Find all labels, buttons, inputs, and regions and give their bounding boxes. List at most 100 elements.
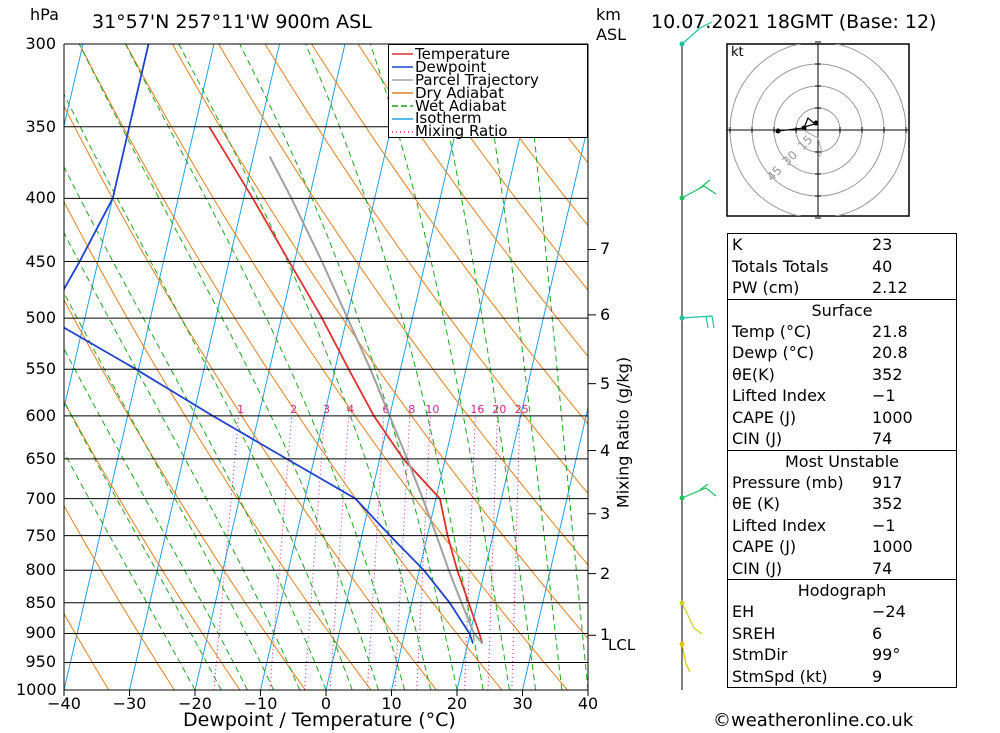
index-label: StmSpd (kt): [732, 666, 828, 686]
index-row: StmDir 99°: [728, 644, 956, 666]
index-value: 40: [872, 256, 893, 276]
wind-barb: [681, 602, 703, 635]
index-label: K: [732, 235, 743, 254]
wind-barb: [681, 179, 717, 199]
wet-adiabat-line: [369, 44, 510, 690]
legend-label: Parcel Trajectory: [415, 70, 539, 89]
mixing-ratio-line: [463, 415, 476, 690]
dry-adiabat-line: [357, 44, 588, 358]
index-value: 2.12: [872, 278, 908, 297]
hodograph-storm-trace: [802, 129, 823, 159]
legend-label: Dry Adiabat: [415, 83, 504, 102]
index-row: Lifted Index −1: [728, 515, 956, 537]
mixing-ratio-label: 4: [347, 403, 354, 416]
index-label: PW (cm): [732, 278, 800, 297]
km-tick-label: 4: [600, 440, 611, 460]
index-row: Dewp (°C) 20.8: [728, 342, 956, 364]
legend-swatch: [392, 130, 413, 133]
index-value: 1000: [872, 407, 913, 427]
hodograph-title: Hodograph: [797, 581, 887, 600]
index-label: CIN (J): [732, 558, 783, 578]
isotherm-line: [587, 687, 588, 690]
indices-panel: K 23 Totals Totals 40 PW (cm) 2.12 Surface Te…: [727, 233, 957, 688]
datetime-title: 10.07.2021 18GMT (Base: 12): [651, 11, 937, 33]
legend-label: Isotherm: [415, 109, 482, 128]
index-value: 352: [872, 494, 903, 513]
dry-adiabat-line: [450, 44, 588, 227]
x-axis-label: Dewpoint / Temperature (°C): [183, 709, 456, 731]
mixing-ratio-label: 1: [237, 403, 244, 416]
wet-adiabat-line: [78, 44, 379, 690]
most-unstable-title: Most Unstable: [785, 451, 899, 471]
temperature-tick-label: −20: [178, 694, 212, 713]
dry-adiabat-line: [64, 612, 110, 690]
index-label: CIN (J): [732, 429, 783, 448]
pressure-tick-label: 850: [25, 592, 56, 612]
series-temperature: [208, 126, 484, 644]
mixing-ratio-label: 8: [408, 403, 415, 416]
index-value: 6: [872, 623, 883, 643]
temperature-tick-label: 40: [577, 694, 599, 713]
km-tick-label: 6: [600, 304, 611, 324]
legend: Temperature Dewpoint Parcel Trajectory Dry …: [388, 44, 588, 139]
most-unstable-section: Most Unstable Pressure (mb) 917 θE (K) 352 L…: [728, 449, 956, 580]
indices-top-section: K 23 Totals Totals 40 PW (cm) 2.12: [728, 234, 956, 299]
dry-adiabat-line: [78, 44, 503, 690]
pressure-tick-label: 700: [25, 488, 56, 508]
index-label: θE(K): [732, 364, 775, 384]
km-tick-label: 7: [600, 239, 611, 259]
pressure-tick-label: 1000: [16, 680, 57, 699]
mixing-ratio-label: 3: [323, 403, 330, 416]
surface-title: Surface: [811, 300, 873, 320]
wet-adiabat-line: [524, 44, 588, 690]
wet-adiabat-line: [64, 231, 301, 690]
km-tick-label: 2: [600, 563, 611, 583]
index-value: 74: [872, 429, 893, 448]
pressure-tick-label: 400: [25, 188, 56, 208]
mixing-ratio-label: 10: [425, 403, 439, 416]
hodograph-point: [801, 125, 807, 131]
mixing-ratio-label: 25: [515, 403, 529, 416]
index-row: θE (K) 352: [728, 493, 956, 515]
index-row: Pressure (mb) 917: [728, 472, 956, 494]
index-value: 352: [872, 364, 903, 384]
pressure-tick-label: 500: [25, 308, 56, 328]
temperature-tick-label: 0: [320, 694, 332, 713]
isotherm-line: [260, 44, 411, 690]
location-title: 31°57'N 257°11'W 900m ASL: [92, 11, 372, 33]
temperature-tick-label: 10: [381, 694, 402, 713]
index-value: −24: [872, 602, 906, 621]
index-label: Temp (°C): [732, 321, 812, 341]
index-label: Dewp (°C): [732, 343, 815, 362]
isotherm-line: [129, 44, 280, 690]
legend-item: Parcel Trajectory: [389, 70, 587, 89]
legend-item: Isotherm: [389, 109, 587, 128]
dry-adiabat-line: [311, 44, 588, 425]
lcl-label: LCL: [608, 636, 636, 654]
wind-barb: [681, 21, 713, 45]
mixing-ratio-label: 20: [492, 403, 506, 416]
km-tick-label: 1: [600, 625, 611, 645]
pressure-tick-label: 900: [25, 623, 56, 643]
index-value: 917: [872, 472, 903, 492]
copyright: ©weatheronline.co.uk: [713, 710, 914, 731]
mixing-ratio-label: 16: [470, 403, 484, 416]
index-row: K 23: [728, 234, 956, 256]
index-row: θE(K) 352: [728, 364, 956, 386]
mixing-ratio-label: 2: [290, 403, 297, 416]
hodograph-section: Hodograph EH −24 SREH 6 StmDir 99° StmSpd (kt)…: [728, 579, 956, 687]
mixing-ratio-line: [366, 415, 385, 690]
pressure-tick-label: 950: [25, 652, 56, 672]
index-label: θE (K): [732, 494, 780, 513]
legend-swatch: [392, 105, 413, 107]
index-value: −1: [872, 515, 896, 535]
legend-label: Dewpoint: [415, 57, 487, 76]
legend-item: Wet Adiabat: [389, 98, 587, 113]
temperature-tick-label: 20: [446, 694, 468, 713]
index-row: PW (cm) 2.12: [728, 277, 956, 299]
temperature-tick-label: −30: [112, 694, 147, 713]
index-label: Lifted Index: [732, 515, 827, 535]
wet-adiabat-line: [428, 44, 537, 690]
index-label: CAPE (J): [732, 407, 797, 427]
index-row: CIN (J) 74: [728, 558, 956, 580]
